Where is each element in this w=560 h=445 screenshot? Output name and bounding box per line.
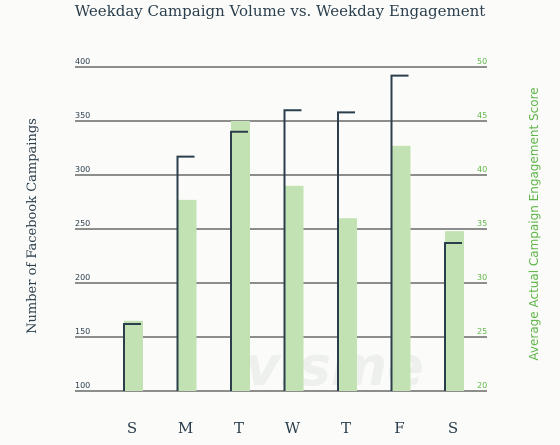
right-axis-ticks: 20 25 30 35 40 45 50 — [477, 57, 487, 390]
x-tick-label: F — [394, 419, 404, 437]
x-tick-label: T — [234, 419, 244, 437]
campaign-step-line — [444, 242, 462, 391]
chart-title: Weekday Campaign Volume vs. Weekday Enga… — [75, 2, 486, 20]
y-left-tick-label: 300 — [75, 165, 90, 174]
left-axis-ticks: 100 150 200 250 300 350 400 — [75, 57, 90, 390]
gridlines — [75, 66, 487, 392]
engagement-bar — [177, 199, 197, 391]
engagement-bar — [231, 121, 250, 391]
engagement-bar — [391, 145, 411, 391]
campaign-step-lines — [123, 74, 462, 391]
engagement-bar — [445, 231, 464, 391]
y-left-tick-label: 200 — [75, 273, 90, 282]
y-right-tick-label: 40 — [477, 165, 487, 174]
y-right-tick-label: 35 — [477, 219, 487, 228]
y-left-tick-label: 100 — [75, 381, 90, 390]
x-tick-label: M — [178, 419, 193, 437]
y-right-tick-label: 20 — [477, 381, 487, 390]
campaign-step-line — [230, 130, 248, 391]
x-tick-label: S — [127, 419, 137, 437]
y-right-tick-label: 50 — [477, 57, 487, 66]
y-right-tick-label: 30 — [477, 273, 487, 282]
y-right-tick-label: 25 — [477, 327, 487, 336]
x-tick-label: T — [341, 419, 351, 437]
campaign-step-line — [337, 111, 355, 391]
engagement-bar — [284, 185, 304, 391]
x-tick-label: W — [285, 419, 301, 437]
y-axis-right-title: Average Actual Campaign Engagement Score — [527, 87, 541, 360]
y-axis-left-title: Number of Facebook Campaings — [25, 118, 40, 334]
y-left-tick-label: 250 — [75, 219, 90, 228]
y-left-tick-label: 400 — [75, 57, 90, 66]
y-left-tick-label: 350 — [75, 111, 90, 120]
campaign-step-line — [176, 155, 195, 391]
y-left-tick-label: 150 — [75, 327, 90, 336]
y-right-tick-label: 45 — [477, 111, 487, 120]
engagement-bar — [338, 218, 357, 391]
engagement-bars — [124, 121, 464, 391]
engagement-bar — [124, 320, 143, 391]
campaign-step-line — [283, 109, 302, 391]
campaign-step-line — [123, 323, 141, 391]
x-tick-label: S — [448, 419, 458, 437]
campaign-step-line — [390, 74, 409, 391]
